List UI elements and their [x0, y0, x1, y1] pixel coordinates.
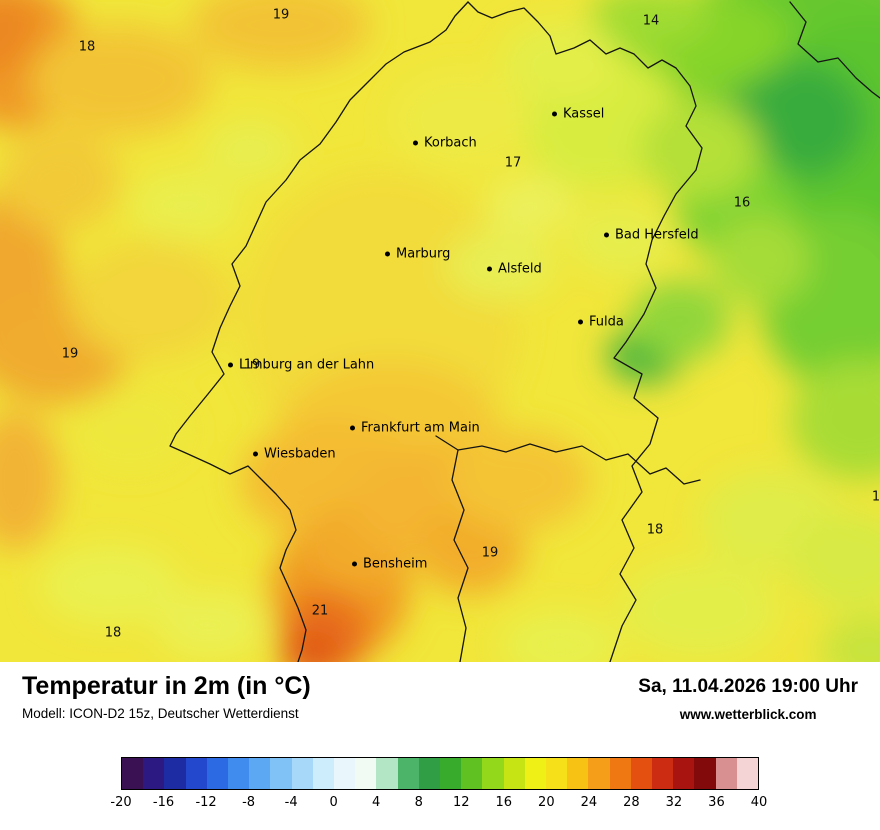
city-marker-korbach: Korbach	[413, 136, 477, 151]
temp-label: 14	[642, 13, 660, 29]
map-canvas: 19 18 14 17 16 19 19 18 19 21 18 1 Kasse…	[0, 0, 880, 662]
city-marker-marburg: Marburg	[385, 247, 450, 262]
valid-datetime: Sa, 11.04.2026 19:00 Uhr	[638, 676, 858, 697]
tick-label: 36	[708, 795, 725, 810]
model-info: Modell: ICON-D2 15z, Deutscher Wetterdie…	[22, 706, 299, 721]
temp-label: 16	[733, 195, 751, 211]
tick-label: 12	[452, 795, 470, 810]
tick-label: 4	[372, 795, 381, 810]
city-label: Korbach	[424, 135, 477, 151]
city-marker-wiesbaden: Wiesbaden	[253, 447, 336, 462]
city-label: Bensheim	[363, 556, 428, 572]
tick-label: 32	[665, 795, 683, 810]
city-marker-bad-hersfeld: Bad Hersfeld	[604, 228, 699, 243]
city-label: Bad Hersfeld	[615, 227, 699, 243]
page-title: Temperatur in 2m (in °C)	[22, 672, 311, 700]
city-dot-icon	[578, 319, 583, 325]
temperature-colorbar: -20 -16 -12 -8 -4 0 4 8 12 16 20 24 28 3…	[110, 757, 767, 813]
city-label: Wiesbaden	[264, 446, 336, 462]
date-block: Sa, 11.04.2026 19:00 Uhr www.wetterblick…	[638, 671, 858, 722]
city-dot-icon	[413, 140, 418, 146]
city-label: Fulda	[589, 314, 624, 330]
colorbar-ticks: -20 -16 -12 -8 -4 0 4 8 12 16 20 24 28 3…	[110, 795, 767, 813]
temp-label: 18	[646, 522, 664, 538]
city-label: Kassel	[563, 106, 605, 122]
city-label: Marburg	[396, 246, 451, 262]
city-dot-icon	[253, 451, 258, 457]
city-dot-icon	[228, 362, 233, 368]
title-block: Temperatur in 2m (in °C) Modell: ICON-D2…	[22, 671, 311, 721]
temp-label: 18	[104, 625, 122, 641]
temp-label: 1	[871, 489, 880, 505]
temp-label: 21	[311, 603, 329, 619]
city-dot-icon	[552, 111, 557, 117]
legend-area: -20 -16 -12 -8 -4 0 4 8 12 16 20 24 28 3…	[0, 740, 880, 830]
tick-label: 28	[623, 795, 640, 810]
city-marker-frankfurt: Frankfurt am Main	[350, 421, 480, 436]
colorbar-gradient	[121, 757, 759, 790]
tick-label: -8	[242, 795, 256, 810]
city-marker-kassel: Kassel	[552, 107, 604, 122]
temp-label: 18	[78, 39, 96, 55]
tick-label: 0	[329, 795, 338, 810]
city-dot-icon	[350, 425, 355, 431]
temp-label: 19	[481, 545, 499, 561]
tick-label: -20	[110, 795, 132, 810]
city-dot-icon	[352, 561, 357, 567]
tick-label: 16	[495, 795, 513, 810]
city-dot-icon	[487, 266, 492, 272]
city-label: Alsfeld	[498, 261, 542, 277]
city-dot-icon	[385, 251, 390, 257]
city-marker-fulda: Fulda	[578, 315, 624, 330]
tick-label: -12	[195, 795, 217, 810]
tick-label: 40	[750, 795, 768, 810]
temp-label: 19	[61, 346, 79, 362]
tick-label: -16	[152, 795, 175, 810]
city-label: Limburg an der Lahn	[239, 357, 375, 373]
temp-label: 19	[243, 357, 261, 373]
tick-label: -4	[284, 795, 298, 810]
temp-label: 19	[272, 7, 290, 23]
title-bar: Temperatur in 2m (in °C) Modell: ICON-D2…	[0, 662, 880, 740]
city-marker-alsfeld: Alsfeld	[487, 262, 542, 277]
city-marker-limburg: Limburg an der Lahn	[228, 358, 374, 373]
temp-label: 17	[504, 155, 522, 171]
tick-label: 24	[580, 795, 598, 810]
city-dot-icon	[604, 232, 609, 238]
temperature-field-map	[0, 0, 880, 662]
tick-label: 20	[538, 795, 555, 810]
city-marker-bensheim: Bensheim	[352, 557, 427, 572]
website-label: www.wetterblick.com	[679, 707, 817, 722]
city-label: Frankfurt am Main	[361, 420, 480, 436]
tick-label: 8	[414, 795, 423, 810]
